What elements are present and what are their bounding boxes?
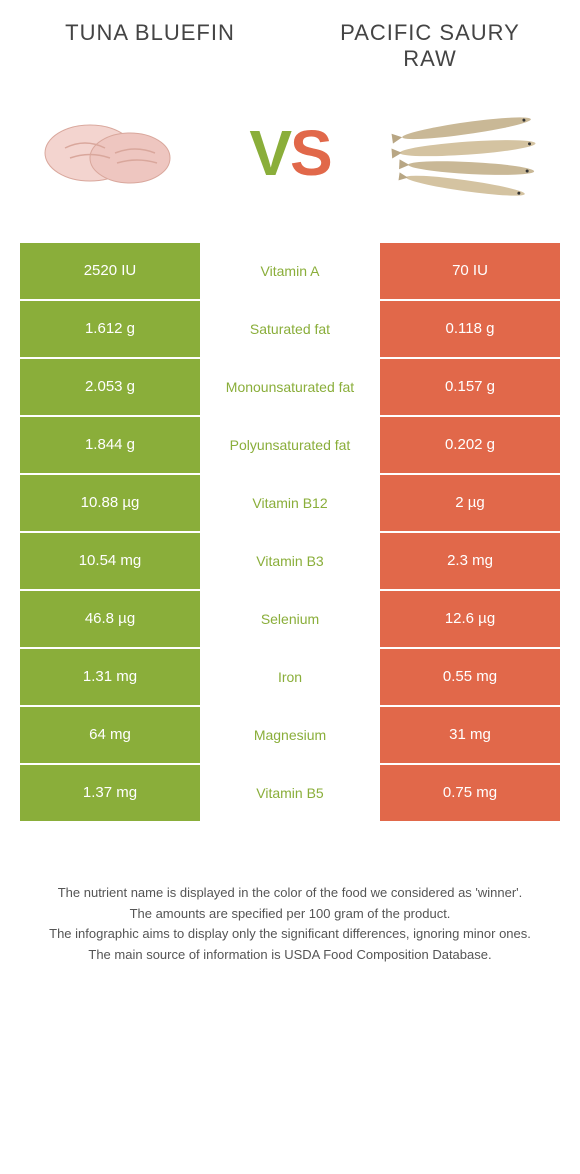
nutrient-name-cell: Vitamin B3 [200,533,380,589]
right-value-cell: 2 µg [380,475,560,531]
nutrient-table: 2520 IUVitamin A70 IU1.612 gSaturated fa… [20,243,560,821]
right-value-cell: 0.118 g [380,301,560,357]
left-value-cell: 10.88 µg [20,475,200,531]
nutrient-name-cell: Vitamin B5 [200,765,380,821]
left-value-cell: 1.612 g [20,301,200,357]
nutrient-name-cell: Polyunsaturated fat [200,417,380,473]
right-food-title: PACIFIC SAURY RAW [330,20,530,73]
vs-row: VS [0,83,580,243]
left-value-cell: 46.8 µg [20,591,200,647]
right-value-cell: 31 mg [380,707,560,763]
saury-fish-icon [390,98,550,208]
left-value-cell: 1.844 g [20,417,200,473]
nutrient-name-cell: Vitamin A [200,243,380,299]
table-row: 1.612 gSaturated fat0.118 g [20,301,560,357]
table-row: 1.844 gPolyunsaturated fat0.202 g [20,417,560,473]
table-row: 1.31 mgIron0.55 mg [20,649,560,705]
right-value-cell: 0.75 mg [380,765,560,821]
left-value-cell: 1.37 mg [20,765,200,821]
footer-line: The main source of information is USDA F… [40,945,540,966]
tuna-meat-icon [35,103,185,203]
table-row: 64 mgMagnesium31 mg [20,707,560,763]
left-value-cell: 64 mg [20,707,200,763]
right-value-cell: 0.202 g [380,417,560,473]
right-value-cell: 12.6 µg [380,591,560,647]
right-food-image [390,93,550,213]
nutrient-name-cell: Vitamin B12 [200,475,380,531]
right-value-cell: 70 IU [380,243,560,299]
right-value-cell: 2.3 mg [380,533,560,589]
left-value-cell: 1.31 mg [20,649,200,705]
table-row: 10.54 mgVitamin B32.3 mg [20,533,560,589]
left-value-cell: 10.54 mg [20,533,200,589]
nutrient-name-cell: Monounsaturated fat [200,359,380,415]
vs-letter-s: S [290,116,331,190]
footer-notes: The nutrient name is displayed in the co… [0,823,580,986]
table-row: 2520 IUVitamin A70 IU [20,243,560,299]
footer-line: The nutrient name is displayed in the co… [40,883,540,904]
footer-line: The amounts are specified per 100 gram o… [40,904,540,925]
nutrient-name-cell: Saturated fat [200,301,380,357]
table-row: 46.8 µgSelenium12.6 µg [20,591,560,647]
nutrient-name-cell: Magnesium [200,707,380,763]
footer-line: The infographic aims to display only the… [40,924,540,945]
table-row: 2.053 gMonounsaturated fat0.157 g [20,359,560,415]
left-food-image [30,93,190,213]
header: TUNA BLUEFIN PACIFIC SAURY RAW [0,0,580,83]
vs-letter-v: V [249,116,290,190]
right-value-cell: 0.157 g [380,359,560,415]
right-value-cell: 0.55 mg [380,649,560,705]
left-value-cell: 2520 IU [20,243,200,299]
nutrient-name-cell: Iron [200,649,380,705]
left-value-cell: 2.053 g [20,359,200,415]
nutrient-name-cell: Selenium [200,591,380,647]
vs-label: VS [249,116,330,190]
table-row: 1.37 mgVitamin B50.75 mg [20,765,560,821]
left-food-title: TUNA BLUEFIN [50,20,250,73]
table-row: 10.88 µgVitamin B122 µg [20,475,560,531]
